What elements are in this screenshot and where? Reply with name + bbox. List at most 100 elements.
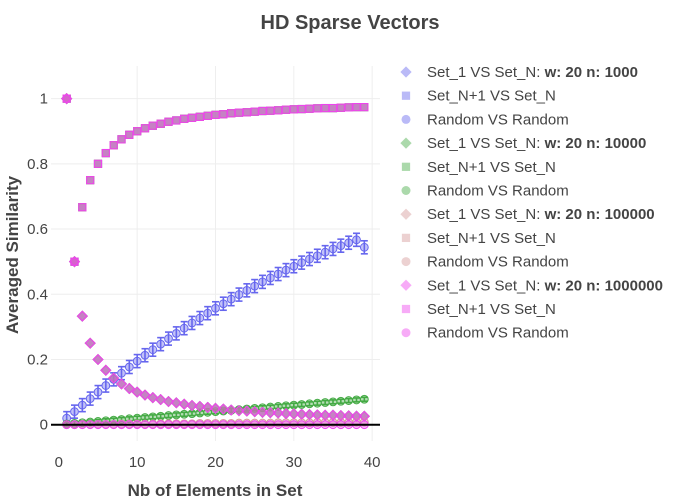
y-tick-label: 0.8	[27, 156, 48, 173]
data-point	[305, 254, 314, 264]
legend-label: Set_N+1 VS Set_N	[427, 159, 556, 176]
data-point	[164, 411, 173, 420]
data-point	[84, 337, 96, 349]
data-point	[226, 294, 236, 304]
data-point	[225, 404, 237, 416]
legend-item[interactable]: Random VS Random	[401, 111, 569, 128]
legend-label: Set_N+1 VS Set_N	[427, 88, 556, 105]
x-tick-label: 0	[55, 454, 63, 471]
data-point	[250, 107, 259, 116]
data-point	[148, 121, 157, 130]
data-point	[249, 406, 261, 418]
legend-item[interactable]: Set_1 VS Set_N: w: 20 n: 1000	[400, 64, 638, 81]
data-point	[101, 148, 110, 158]
data-point	[360, 103, 369, 112]
legend-label-params: w: 20 n: 100000	[544, 206, 655, 223]
legend-item[interactable]: Set_1 VS Set_N: w: 20 n: 100000	[400, 206, 655, 223]
data-point	[321, 103, 330, 113]
data-point	[109, 141, 118, 150]
series-3-1	[62, 94, 369, 266]
data-point	[296, 408, 308, 420]
data-point	[78, 203, 87, 212]
data-point	[264, 407, 276, 419]
series-3-0	[61, 93, 370, 422]
data-point	[117, 135, 126, 144]
data-point	[313, 104, 322, 113]
data-point	[76, 310, 88, 322]
data-point	[227, 109, 236, 118]
legend-label-params: w: 20 n: 1000	[544, 64, 638, 81]
legend-item[interactable]: Set_N+1 VS Set_N	[401, 230, 556, 247]
data-point	[70, 257, 79, 266]
data-point	[352, 395, 361, 405]
legend-label-prefix: Set_1 VS Set_N:	[427, 64, 545, 81]
legend-item[interactable]: Set_N+1 VS Set_N	[401, 88, 556, 105]
data-point	[211, 110, 220, 119]
series-0-2	[62, 232, 369, 426]
data-point	[148, 412, 158, 422]
legend-marker	[401, 328, 411, 338]
legend-marker	[401, 257, 411, 267]
data-point	[328, 103, 338, 113]
data-point	[179, 323, 189, 333]
data-point	[250, 281, 260, 291]
y-tick-label: 0.6	[27, 221, 48, 238]
legend-marker	[401, 233, 411, 243]
legend-label: Set_N+1 VS Set_N	[427, 230, 556, 247]
data-point	[92, 353, 104, 366]
data-point	[125, 130, 134, 139]
data-point	[209, 402, 222, 414]
legend-label: Random VS Random	[427, 325, 569, 342]
data-point	[156, 411, 166, 421]
legend-marker	[401, 186, 411, 195]
data-point	[328, 244, 338, 254]
data-point	[218, 299, 228, 309]
data-point	[312, 398, 322, 408]
legend-label: Set_1 VS Set_N: w: 20 n: 1000000	[427, 277, 663, 294]
data-point	[297, 258, 307, 268]
grid	[51, 66, 380, 441]
data-point	[203, 308, 213, 318]
data-point	[140, 350, 150, 360]
data-point	[140, 124, 150, 133]
data-point	[280, 408, 292, 420]
data-point	[297, 104, 306, 114]
data-point	[162, 395, 175, 408]
x-tick-label: 10	[129, 454, 146, 471]
data-point	[297, 400, 307, 409]
legend-label-prefix: Set_1 VS Set_N:	[427, 135, 545, 152]
legend-marker	[400, 66, 412, 78]
data-point	[101, 381, 111, 390]
data-point	[336, 103, 345, 112]
data-point	[256, 406, 269, 418]
y-tick-label: 0	[40, 417, 48, 434]
data-point	[289, 261, 299, 271]
legend-item[interactable]: Set_1 VS Set_N: w: 20 n: 1000000	[400, 277, 663, 294]
data-point	[156, 339, 166, 349]
data-point	[274, 106, 283, 115]
legend-label: Random VS Random	[427, 111, 569, 128]
legend[interactable]: Set_1 VS Set_N: w: 20 n: 1000 Set_N+1 VS …	[400, 64, 663, 342]
data-point	[131, 386, 143, 398]
data-point	[147, 392, 159, 404]
y-axis-title: Averaged Similarity	[3, 175, 22, 334]
data-point	[194, 400, 206, 413]
legend-marker	[400, 208, 412, 220]
legend-item[interactable]: Set_N+1 VS Set_N	[401, 301, 556, 318]
legend-item[interactable]: Random VS Random	[401, 183, 569, 200]
data-point	[281, 105, 291, 114]
data-point	[77, 400, 87, 410]
legend-marker	[401, 91, 411, 100]
data-point	[265, 273, 275, 283]
legend-item[interactable]: Random VS Random	[401, 325, 569, 342]
legend-label-params: w: 20 n: 1000000	[544, 277, 663, 294]
legend-item[interactable]: Set_N+1 VS Set_N	[401, 159, 556, 176]
data-point	[359, 394, 369, 404]
legend-item[interactable]: Random VS Random	[401, 254, 569, 271]
data-point	[187, 318, 197, 328]
legend-item[interactable]: Set_1 VS Set_N: w: 20 n: 10000	[400, 135, 646, 152]
legend-marker	[401, 304, 411, 314]
data-point	[179, 409, 189, 419]
legend-label: Set_N+1 VS Set_N	[427, 301, 556, 318]
x-tick-label: 40	[364, 454, 381, 471]
